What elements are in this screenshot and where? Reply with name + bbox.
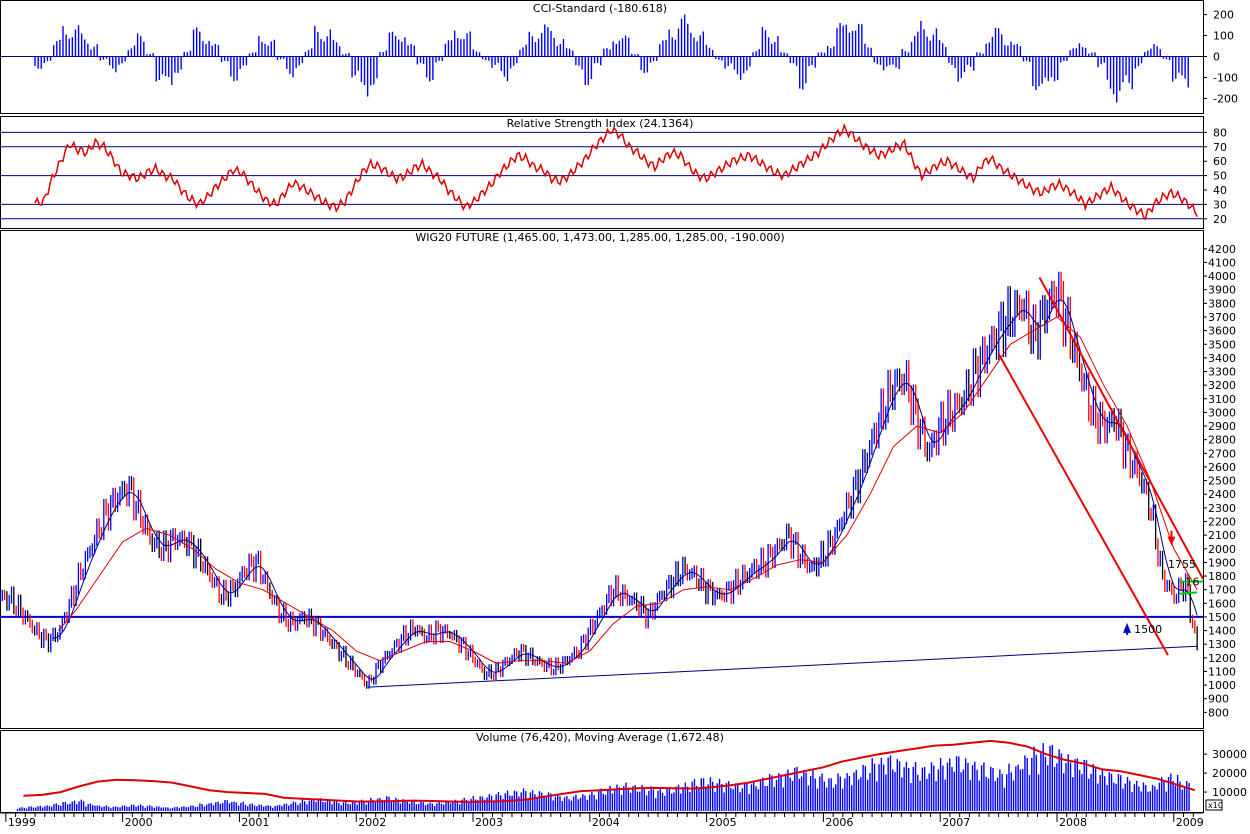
price-tick-label: 1100: [1208, 665, 1236, 678]
price-tick-label: 4100: [1208, 256, 1236, 269]
price-tick-label: 2100: [1208, 529, 1236, 542]
price-tick-label: 1800: [1208, 570, 1236, 583]
volume-tick-label: 10000: [1212, 786, 1247, 799]
annotation-label: 1500: [1134, 623, 1162, 636]
price-tick-label: 3500: [1208, 338, 1236, 351]
cci-tick-label: 0: [1213, 51, 1220, 64]
price-tick-label: 2900: [1208, 420, 1236, 433]
x-tick-label: 1999: [8, 816, 36, 829]
x-tick-label: 2000: [125, 816, 153, 829]
green-level: [1179, 591, 1198, 595]
rsi-tick-label: 70: [1213, 141, 1227, 154]
cci-tick-label: -100: [1213, 71, 1238, 84]
rsi-title: Relative Strength Index (24.1364): [507, 117, 694, 130]
rsi-tick-label: 30: [1213, 198, 1227, 211]
x-tick-label: 2001: [241, 816, 269, 829]
price-tick-label: 4000: [1208, 270, 1236, 283]
price-tick-label: 3800: [1208, 297, 1236, 310]
price-tick-label: 1600: [1208, 597, 1236, 610]
price-tick-label: 1400: [1208, 625, 1236, 638]
x-tick-label: 2008: [1059, 816, 1087, 829]
x-tick-label: 2002: [358, 816, 386, 829]
price-tick-label: 3200: [1208, 379, 1236, 392]
annotation-label: 16: [1185, 576, 1199, 589]
x-tick-label: 2007: [942, 816, 970, 829]
rsi-tick-label: 50: [1213, 170, 1227, 183]
x-tick-label: 2009: [1176, 816, 1204, 829]
cci-tick-label: 100: [1213, 30, 1234, 43]
x-tick-label: 2004: [592, 816, 620, 829]
rsi-tick-label: 60: [1213, 155, 1227, 168]
volume-moving-average: [23, 739, 1196, 803]
price-tick-label: 3300: [1208, 366, 1236, 379]
rsi-tick-label: 80: [1213, 126, 1227, 139]
price-tick-label: 2000: [1208, 543, 1236, 556]
price-tick-label: 1000: [1208, 679, 1236, 692]
price-title: WIG20 FUTURE (1,465.00, 1,473.00, 1,285.…: [415, 231, 784, 244]
x-tick-label: 2003: [475, 816, 503, 829]
trend-line: [367, 645, 1198, 688]
volume-title: Volume (76,420), Moving Average (1,672.4…: [476, 731, 724, 744]
price-tick-label: 2600: [1208, 461, 1236, 474]
price-tick-label: 900: [1208, 693, 1229, 706]
channel-lower: [997, 353, 1169, 656]
price-tick-label: 1900: [1208, 556, 1236, 569]
price-tick-label: 2300: [1208, 502, 1236, 515]
price-tick-label: 1200: [1208, 652, 1236, 665]
price-tick-label: 1700: [1208, 584, 1236, 597]
price-tick-label: 4200: [1208, 243, 1236, 256]
unit-box-label: x10: [1208, 801, 1223, 810]
price-tick-label: 3000: [1208, 406, 1236, 419]
price-tick-label: 2700: [1208, 447, 1236, 460]
volume-tick-label: 30000: [1212, 748, 1247, 761]
price-tick-label: 2800: [1208, 434, 1236, 447]
cci-tick-label: -200: [1213, 92, 1238, 105]
price-tick-label: 2200: [1208, 515, 1236, 528]
unit-box: [1205, 799, 1223, 811]
price-tick-label: 3600: [1208, 325, 1236, 338]
price-tick-label: 3400: [1208, 352, 1236, 365]
x-tick-label: 2006: [825, 816, 853, 829]
rsi-tick-label: 40: [1213, 184, 1227, 197]
moving-average-short: [52, 299, 1198, 680]
panel-frame: [0, 116, 1204, 229]
price-tick-label: 1300: [1208, 638, 1236, 651]
price-tick-label: 3100: [1208, 393, 1236, 406]
volume-tick-label: 20000: [1212, 767, 1247, 780]
channel-upper: [1038, 276, 1204, 580]
price-tick-label: 3700: [1208, 311, 1236, 324]
price-tick-label: 1500: [1208, 611, 1236, 624]
price-tick-label: 2400: [1208, 488, 1236, 501]
price-tick-label: 3900: [1208, 284, 1236, 297]
rsi-line: [34, 122, 1198, 221]
arrow-down-icon: [1167, 536, 1176, 546]
cci-title: CCI-Standard (-180.618): [533, 2, 667, 15]
panel-frame: [0, 230, 1204, 729]
price-tick-label: 2500: [1208, 475, 1236, 488]
annotation-label: 1755: [1168, 558, 1196, 571]
moving-average-long: [58, 316, 1198, 664]
price-tick-label: 800: [1208, 706, 1229, 719]
cci-tick-label: 200: [1213, 9, 1234, 22]
rsi-tick-label: 20: [1213, 213, 1227, 226]
x-tick-label: 2005: [709, 816, 737, 829]
